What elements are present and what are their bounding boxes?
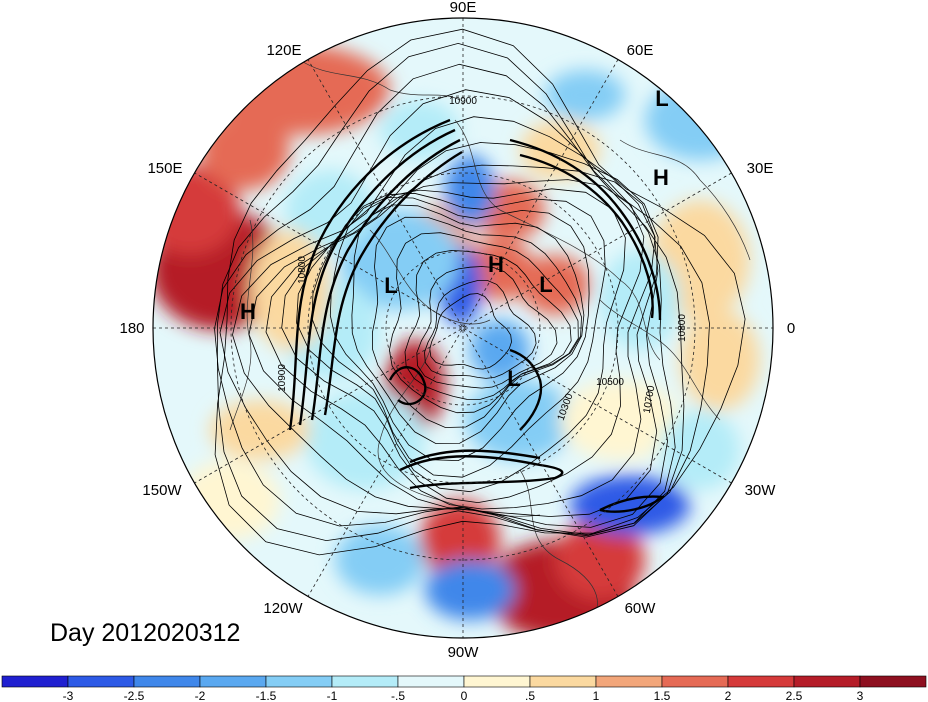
pressure-center-high: H <box>653 165 669 190</box>
pressure-center-low: L <box>655 86 668 111</box>
colorbar-tick-label: -2.5 <box>124 689 145 702</box>
colorbar-tick-labels: -3 -2.5 -2 -1.5 -1 -.5 0 .5 1 1.5 2 2.5 3 <box>63 689 864 702</box>
colorbar-tick-label: -1 <box>327 689 338 702</box>
height-contour-line <box>248 142 659 517</box>
height-contour-line <box>219 89 676 536</box>
anomaly-patch <box>520 255 590 315</box>
pressure-center-high: H <box>240 299 256 324</box>
colorbar-tick-label: 1 <box>593 689 600 702</box>
jet-streak-contours <box>288 118 665 513</box>
contour-labels: 10900 10800 10700 10500 10300 10900 1080… <box>277 96 688 422</box>
colorbar-box <box>133 675 201 688</box>
colorbar: -3 -2.5 -2 -1.5 -1 -.5 0 .5 1 1.5 2 2.5 3 <box>1 675 927 702</box>
colorbar-box <box>859 675 927 688</box>
height-contour-line <box>351 204 585 444</box>
anomaly-patch <box>335 525 425 595</box>
height-contour-line <box>216 42 710 542</box>
anomaly-patch <box>425 560 515 620</box>
contour-label: 10900 <box>277 364 288 392</box>
height-contour-line <box>404 249 572 400</box>
lon-label-90e: 90E <box>450 0 477 16</box>
colorbar-box <box>397 675 465 688</box>
height-contour-line <box>296 188 626 493</box>
anomaly-patch <box>445 155 495 225</box>
anomaly-patch <box>680 310 760 410</box>
colorbar-tick-label: 2.5 <box>786 689 803 702</box>
map-boundary <box>152 17 774 639</box>
pressure-center-low: L <box>384 273 397 298</box>
colorbar-tick-label: 0 <box>461 689 468 702</box>
colorbar-box <box>793 675 861 688</box>
lon-label-120w: 120W <box>263 600 303 617</box>
anomaly-patch <box>570 475 690 535</box>
anomaly-patch <box>555 520 645 600</box>
anomaly-patch <box>600 250 680 350</box>
lon-label-90w: 90W <box>448 644 480 661</box>
anomaly-patch <box>660 410 740 490</box>
colorbar-box <box>463 675 531 688</box>
lon-label-30e: 30E <box>747 160 774 177</box>
anomaly-patch <box>340 210 460 310</box>
pressure-center-low: L <box>539 272 552 297</box>
height-contour-line <box>429 293 512 370</box>
colorbar-tick-label: -.5 <box>391 689 405 702</box>
colorbar-box <box>1 675 69 688</box>
colorbar-box <box>199 675 267 688</box>
colorbar-tick-label: -2 <box>195 689 206 702</box>
height-contour-line <box>371 216 582 428</box>
anomaly-patch <box>420 500 500 580</box>
colorbar-tick-label: -3 <box>63 689 74 702</box>
lon-label-60w: 60W <box>625 600 657 617</box>
lon-label-30w: 30W <box>745 482 777 499</box>
lon-label-60e: 60E <box>627 42 654 59</box>
polar-stereographic-map: 90E 60E 30E 0 30W 60W 90W 120W 150W 180 … <box>119 0 795 661</box>
lon-label-120e: 120E <box>266 42 301 59</box>
anomaly-patch <box>560 380 680 460</box>
lon-label-150w: 150W <box>142 482 182 499</box>
colorbar-tick-label: 2 <box>725 689 732 702</box>
contour-label: 10500 <box>596 377 624 388</box>
colorbar-box <box>727 675 795 688</box>
height-contour-line <box>214 63 685 538</box>
height-contours <box>214 28 746 556</box>
colorbar-boxes <box>1 675 927 688</box>
colorbar-box <box>529 675 597 688</box>
colorbar-tick-label: 1.5 <box>654 689 671 702</box>
contour-label: 10800 <box>297 256 308 284</box>
colorbar-tick-label: -1.5 <box>256 689 277 702</box>
anomaly-patch <box>250 230 330 350</box>
pressure-center-low: L <box>507 366 520 391</box>
graticule <box>153 18 773 638</box>
contour-label: 10900 <box>449 96 477 107</box>
colorbar-box <box>265 675 333 688</box>
anomaly-patch <box>520 120 600 180</box>
anomaly-field <box>153 18 773 638</box>
pressure-center-high: H <box>488 252 504 277</box>
height-contour-line <box>329 197 590 462</box>
colorbar-box <box>595 675 663 688</box>
map-title: Day 2012020312 <box>50 619 241 647</box>
height-contour-line <box>388 232 579 414</box>
anomaly-patch <box>465 380 575 460</box>
anomaly-patch <box>380 100 460 160</box>
lon-label-0: 0 <box>787 320 795 337</box>
contour-label: 10700 <box>642 384 658 414</box>
anomaly-patch <box>305 390 425 490</box>
colorbar-tick-label: .5 <box>525 689 535 702</box>
height-contour-line <box>416 266 558 389</box>
lon-label-180: 180 <box>119 320 144 337</box>
anomaly-patch <box>545 70 625 120</box>
height-contour-line <box>424 280 537 379</box>
longitude-labels: 90E 60E 30E 0 30W 60W 90W 120W 150W 180 … <box>119 0 795 661</box>
anomaly-patch <box>470 320 530 380</box>
colorbar-tick-label: 3 <box>857 689 864 702</box>
lon-label-150e: 150E <box>147 160 182 177</box>
colorbar-box <box>661 675 729 688</box>
contour-label: 10800 <box>677 314 688 342</box>
colorbar-box <box>331 675 399 688</box>
anomaly-patch <box>180 460 280 540</box>
pressure-center-markers: L H H L L H L <box>240 86 669 391</box>
colorbar-box <box>67 675 135 688</box>
anomaly-patch <box>200 110 290 190</box>
